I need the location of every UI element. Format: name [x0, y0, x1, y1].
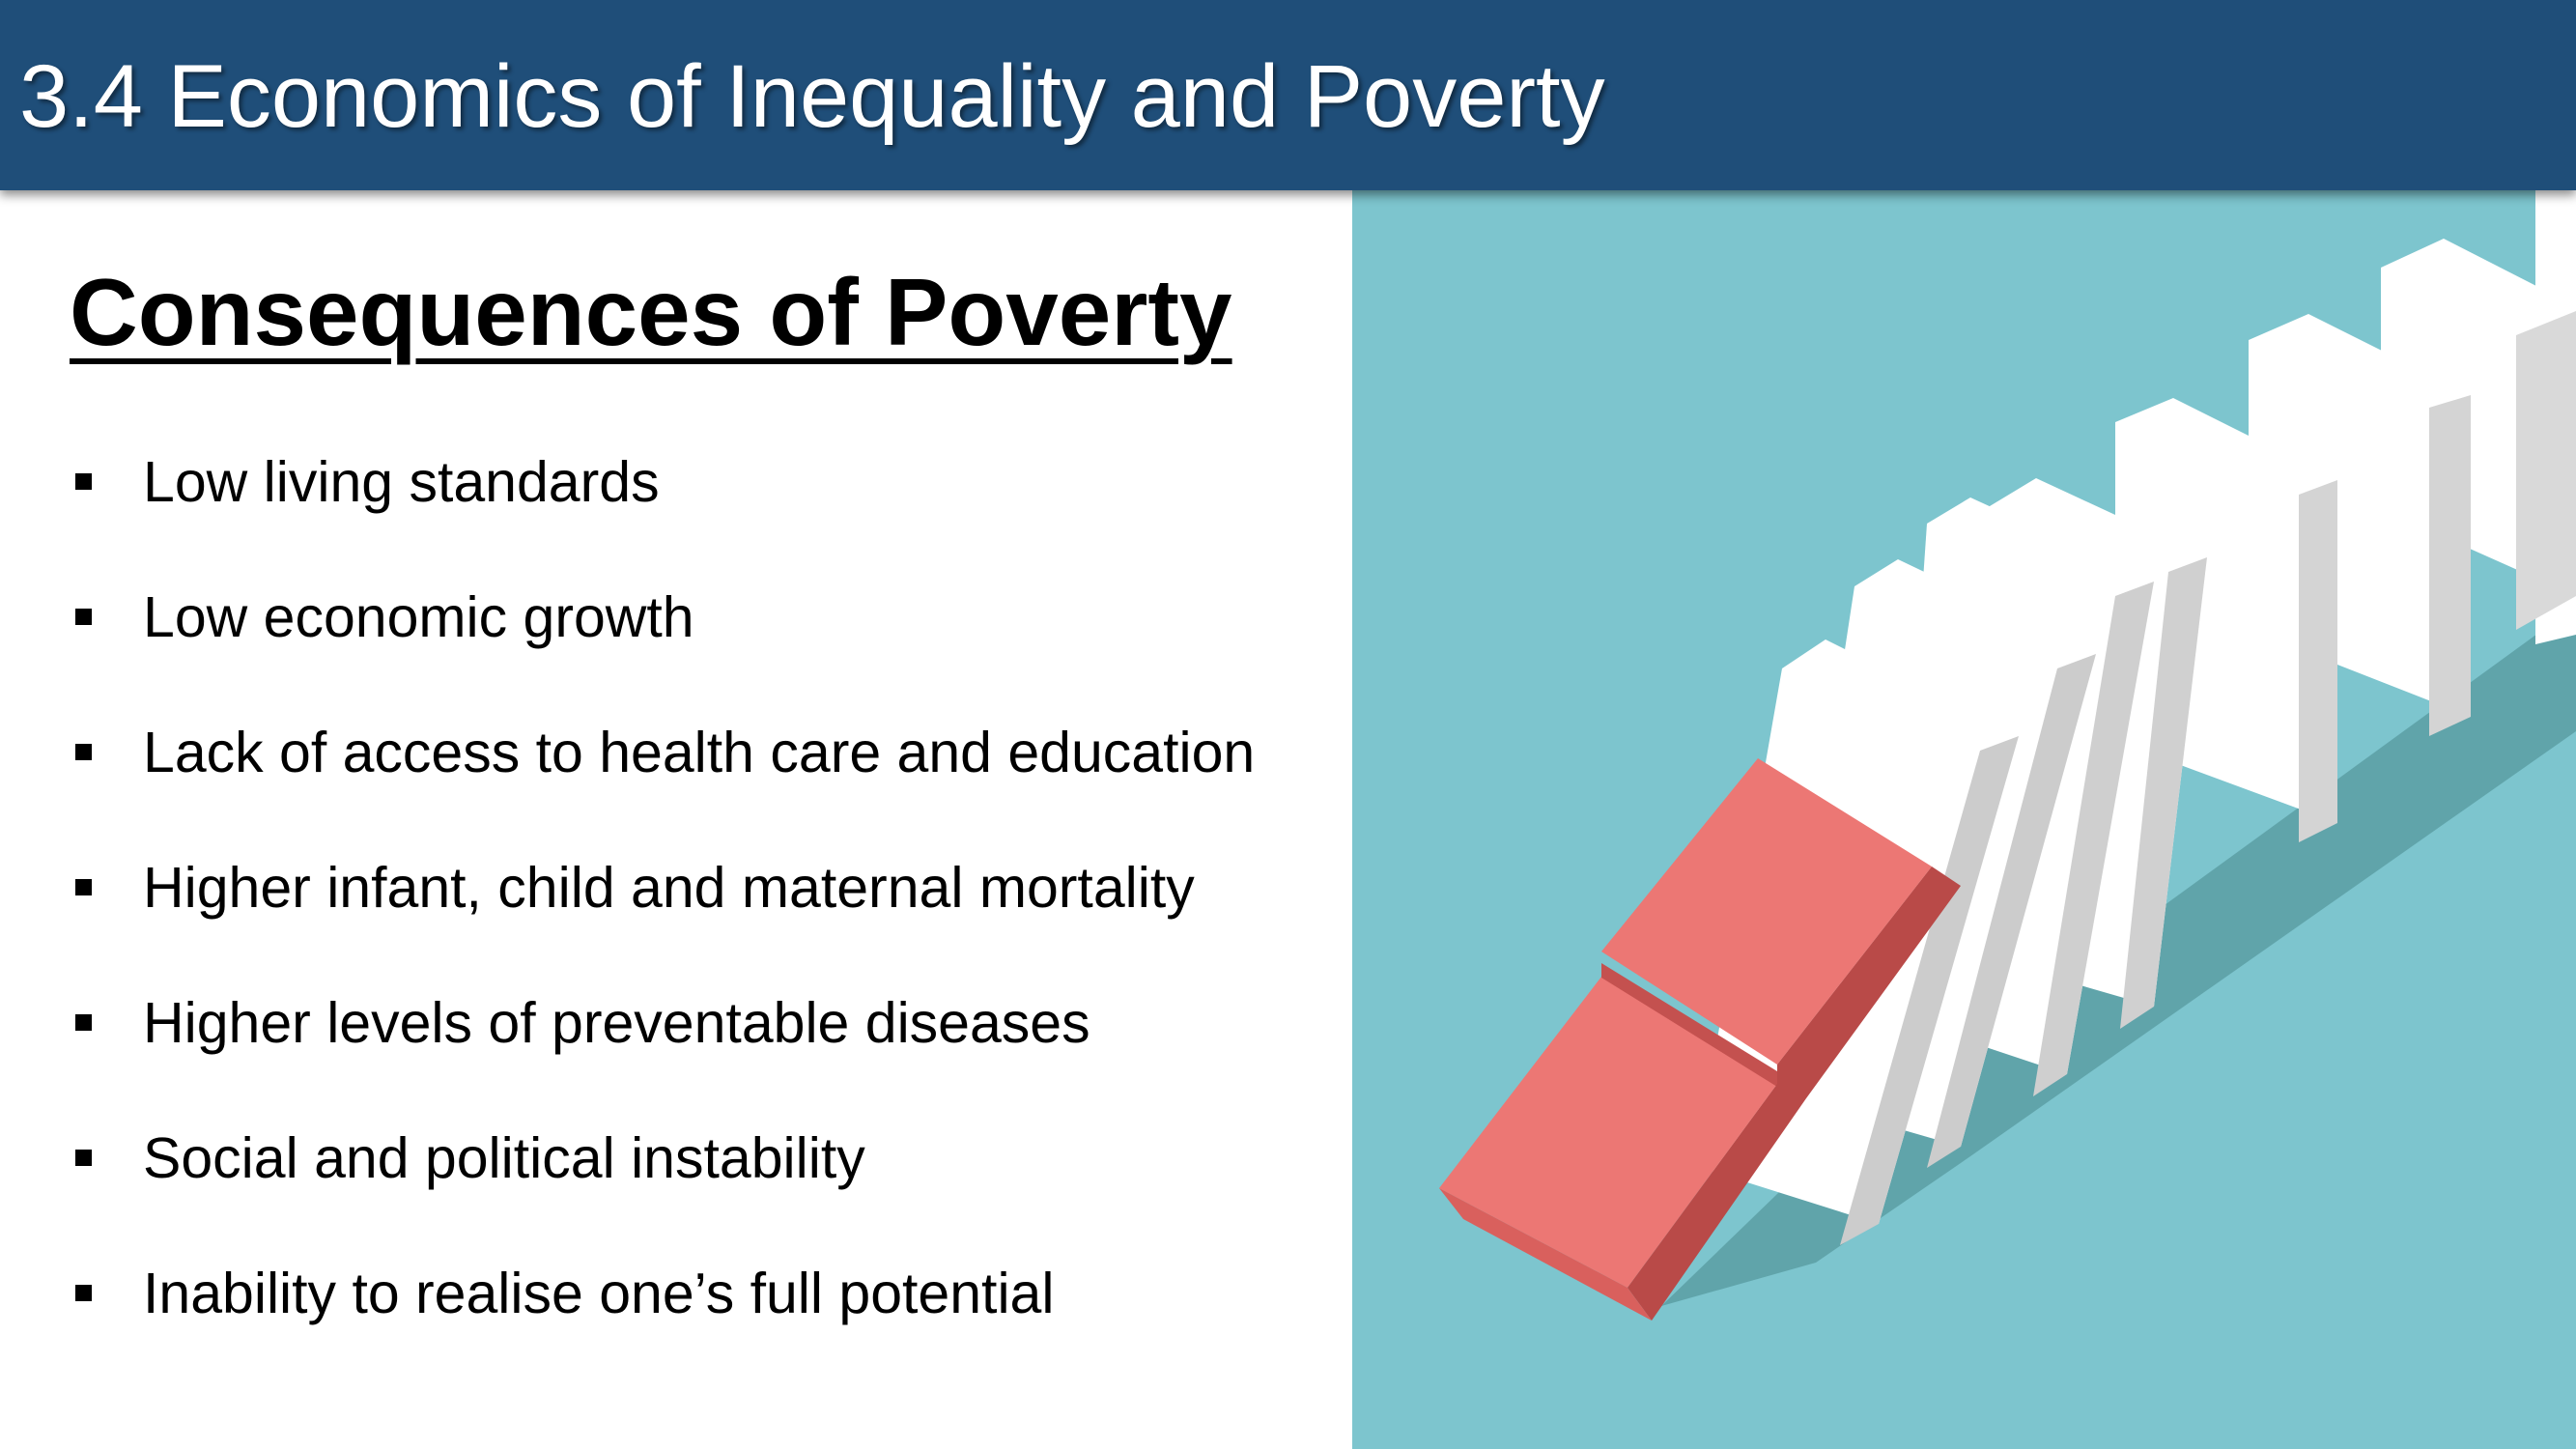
section-heading: Consequences of Poverty — [70, 259, 1232, 365]
bullet-text: Higher levels of preventable diseases — [143, 991, 1090, 1055]
bullet-text: Inability to realise one’s full potentia… — [143, 1262, 1055, 1325]
list-item: Social and political instability — [70, 1111, 1255, 1246]
square-bullet-icon — [75, 1285, 92, 1301]
list-item: Low economic growth — [70, 570, 1255, 705]
square-bullet-icon — [75, 1150, 92, 1166]
square-bullet-icon — [75, 1014, 92, 1031]
bullet-text: Low living standards — [143, 450, 660, 514]
red-domino — [1439, 758, 1961, 1321]
list-item: Higher infant, child and maternal mortal… — [70, 840, 1255, 976]
list-item: Higher levels of preventable diseases — [70, 976, 1255, 1111]
bullet-text: Lack of access to health care and educat… — [143, 721, 1256, 784]
title-bar: 3.4 Economics of Inequality and Poverty — [0, 0, 2576, 190]
falling-dominoes-illustration — [1352, 190, 2576, 1449]
square-bullet-icon — [75, 744, 92, 760]
bullet-text: Social and political instability — [143, 1126, 865, 1190]
bullet-list: Low living standards Low economic growth… — [70, 435, 1255, 1381]
square-bullet-icon — [75, 879, 92, 895]
dominoes-svg — [1352, 190, 2576, 1449]
slide-title: 3.4 Economics of Inequality and Poverty — [19, 47, 1605, 146]
list-item: Lack of access to health care and educat… — [70, 705, 1255, 840]
square-bullet-icon — [75, 473, 92, 490]
list-item: Low living standards — [70, 435, 1255, 570]
square-bullet-icon — [75, 609, 92, 625]
bullet-text: Low economic growth — [143, 585, 694, 649]
bullet-text: Higher infant, child and maternal mortal… — [143, 856, 1195, 920]
list-item: Inability to realise one’s full potentia… — [70, 1246, 1255, 1381]
